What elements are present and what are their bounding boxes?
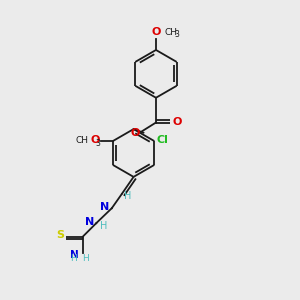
Text: 3: 3 xyxy=(96,139,101,148)
Text: N: N xyxy=(100,202,109,212)
Text: CH: CH xyxy=(76,136,89,145)
Text: N: N xyxy=(70,250,79,260)
Text: H: H xyxy=(82,254,88,263)
Text: O: O xyxy=(130,128,140,138)
Text: H: H xyxy=(100,221,107,231)
Text: Cl: Cl xyxy=(157,135,169,145)
Text: CH: CH xyxy=(164,28,177,38)
Text: 3: 3 xyxy=(175,30,179,39)
Text: S: S xyxy=(56,230,64,240)
Text: H: H xyxy=(124,191,131,201)
Text: O: O xyxy=(172,117,182,127)
Text: O: O xyxy=(151,27,161,38)
Text: H: H xyxy=(70,254,76,263)
Text: N: N xyxy=(85,217,94,227)
Text: O: O xyxy=(90,135,100,145)
